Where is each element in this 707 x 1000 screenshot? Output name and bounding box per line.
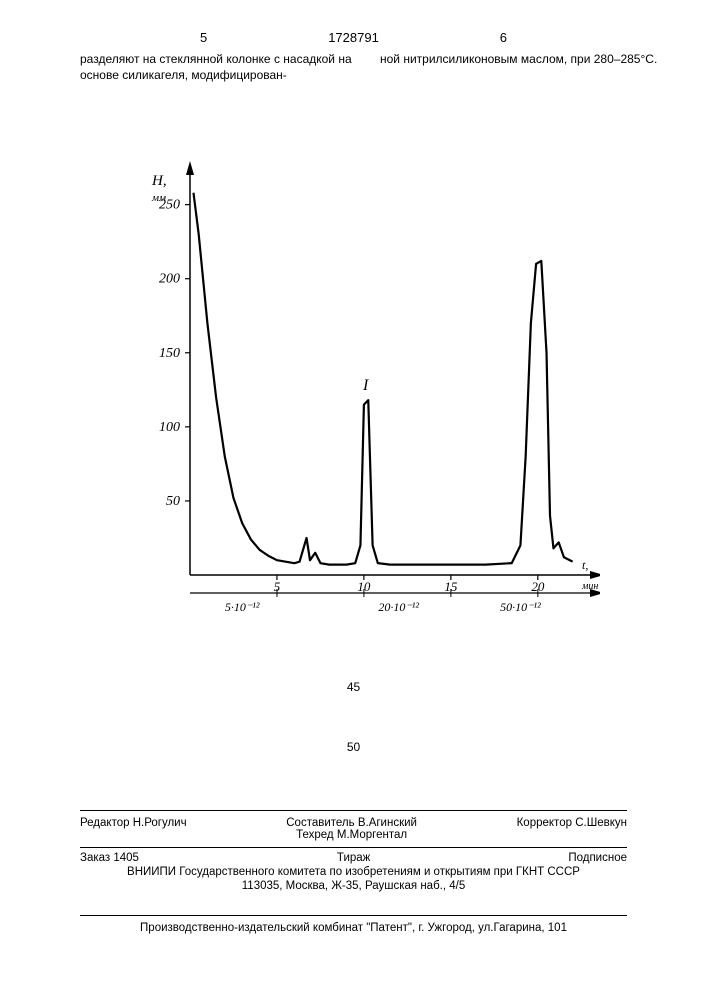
- vniipi-line1: ВНИИПИ Государственного комитета по изоб…: [80, 866, 627, 878]
- footer: Производственно-издательский комбинат "П…: [80, 915, 627, 934]
- order-number: Заказ 1405: [80, 852, 139, 864]
- vniipi-line2: 113035, Москва, Ж-35, Раушская наб., 4/5: [80, 880, 627, 892]
- svg-text:50·10⁻¹²: 50·10⁻¹²: [500, 600, 541, 614]
- column-number-right: 6: [500, 30, 507, 45]
- svg-text:50: 50: [166, 494, 180, 509]
- svg-text:200: 200: [159, 272, 180, 287]
- corrector: Корректор С.Шевкун: [517, 817, 627, 841]
- svg-text:20·10⁻¹²: 20·10⁻¹²: [378, 600, 419, 614]
- svg-text:5·10⁻¹²: 5·10⁻¹²: [225, 600, 260, 614]
- credits-row: Редактор Н.Рогулич Составитель В.Агински…: [80, 817, 627, 841]
- page: 5 1728791 6 разделяют на стеклянной коло…: [0, 0, 707, 1000]
- svg-text:I: I: [362, 377, 369, 394]
- tirage: Тираж: [337, 852, 370, 864]
- svg-text:t,: t,: [582, 558, 588, 572]
- subscription: Подписное: [568, 852, 627, 864]
- compiler-teched: Составитель В.Агинский Техред М.Моргента…: [286, 817, 417, 841]
- chart-svg: 501001502002505101520H,ммt,мин5·10⁻¹²20·…: [120, 115, 600, 635]
- chromatogram-chart: 501001502002505101520H,ммt,мин5·10⁻¹²20·…: [120, 115, 600, 635]
- svg-text:мин: мин: [581, 581, 598, 592]
- svg-text:100: 100: [159, 420, 180, 435]
- svg-text:150: 150: [159, 346, 180, 361]
- body-text-left: разделяют на стеклянной колонке с насадк…: [80, 52, 360, 83]
- body-text-right: ной нитрилсиликоновым маслом, при 280–28…: [380, 52, 660, 68]
- svg-text:мм: мм: [151, 192, 166, 204]
- column-number-left: 5: [200, 30, 207, 45]
- line-number-45: 45: [347, 680, 360, 694]
- credits-block: Редактор Н.Рогулич Составитель В.Агински…: [80, 810, 627, 892]
- editor: Редактор Н.Рогулич: [80, 817, 187, 841]
- order-row: Заказ 1405 Тираж Подписное: [80, 847, 627, 864]
- patent-number: 1728791: [328, 30, 379, 45]
- svg-text:H,: H,: [151, 173, 167, 189]
- line-number-50: 50: [347, 740, 360, 754]
